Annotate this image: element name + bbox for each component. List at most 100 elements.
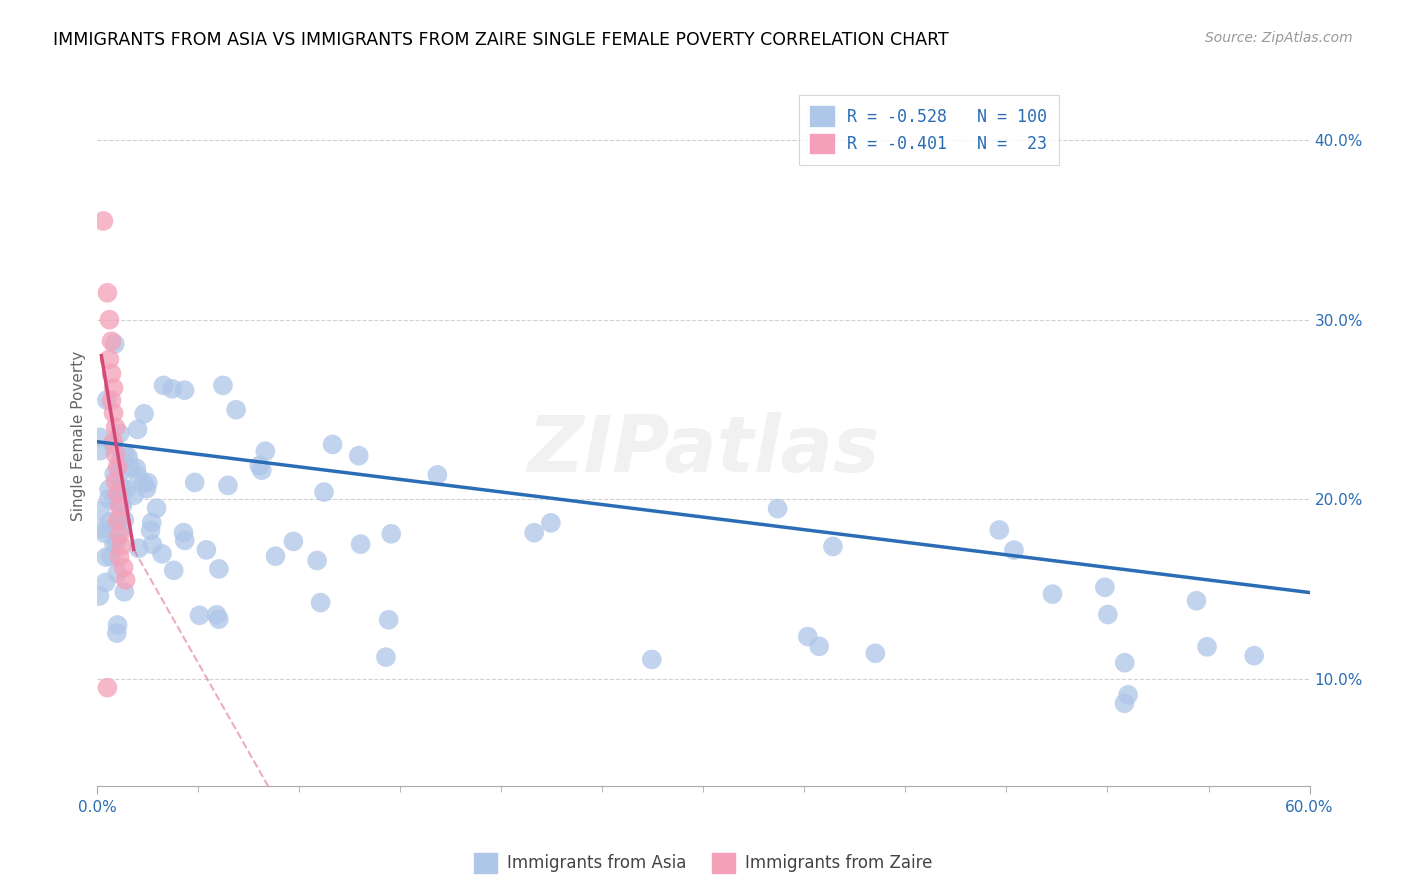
Point [208, 562, 231, 576]
Point [98, 312, 121, 326]
Point [135, 482, 157, 496]
Point [122, 488, 145, 502]
Point [132, 407, 155, 421]
Text: ZIPatlas: ZIPatlas [527, 412, 880, 488]
Point [141, 516, 163, 530]
Point [808, 640, 831, 654]
Point [112, 513, 135, 527]
Point [132, 476, 155, 491]
Point [250, 463, 273, 477]
Point [89, 430, 111, 444]
Point [375, 650, 398, 665]
Point [173, 383, 195, 397]
Y-axis label: Single Female Poverty: Single Female Poverty [72, 351, 86, 522]
Point [100, 393, 122, 408]
Point [107, 513, 129, 527]
Point [91, 522, 114, 536]
Point [1114, 656, 1136, 670]
Point [125, 461, 148, 475]
Point [105, 566, 128, 581]
Point [1002, 543, 1025, 558]
Point [94, 575, 117, 590]
Point [821, 540, 844, 554]
Point [1195, 640, 1218, 654]
Point [307, 553, 329, 567]
Point [217, 478, 239, 492]
Point [426, 467, 449, 482]
Point [89, 443, 111, 458]
Point [89, 589, 111, 603]
Point [136, 475, 159, 490]
Point [105, 626, 128, 640]
Point [1042, 587, 1064, 601]
Point [347, 449, 370, 463]
Point [108, 426, 131, 441]
Point [103, 536, 125, 550]
Point [98, 515, 121, 529]
Point [108, 467, 131, 481]
Point [283, 534, 305, 549]
Point [103, 438, 125, 452]
Point [127, 469, 149, 483]
Point [173, 533, 195, 548]
Point [110, 454, 132, 468]
Point [247, 458, 270, 473]
Point [797, 630, 820, 644]
Point [108, 528, 131, 542]
Point [112, 585, 135, 599]
Point [110, 522, 132, 536]
Point [309, 596, 332, 610]
Point [107, 514, 129, 528]
Point [108, 500, 131, 514]
Point [212, 378, 235, 392]
Point [98, 352, 121, 367]
Point [1185, 593, 1208, 607]
Point [108, 498, 131, 512]
Point [322, 437, 344, 451]
Point [117, 450, 139, 464]
Point [127, 422, 149, 436]
Point [107, 459, 129, 474]
Point [173, 525, 195, 540]
Point [96, 681, 118, 695]
Point [160, 382, 183, 396]
Point [114, 573, 136, 587]
Point [766, 501, 789, 516]
Legend: R = -0.528   N = 100, R = -0.401   N =  23: R = -0.528 N = 100, R = -0.401 N = 23 [799, 95, 1059, 165]
Point [94, 550, 117, 565]
Point [1114, 696, 1136, 710]
Point [97, 491, 120, 506]
Point [188, 608, 211, 623]
Point [540, 516, 562, 530]
Point [104, 420, 127, 434]
Point [96, 285, 118, 300]
Point [100, 367, 122, 381]
Point [103, 434, 125, 449]
Point [1097, 607, 1119, 622]
Point [103, 406, 125, 420]
Point [349, 537, 371, 551]
Point [111, 480, 134, 494]
Point [523, 525, 546, 540]
Point [100, 549, 122, 564]
Point [195, 542, 218, 557]
Point [380, 526, 402, 541]
Point [163, 563, 186, 577]
Point [93, 214, 115, 228]
Point [89, 503, 111, 517]
Point [1094, 580, 1116, 594]
Legend: Immigrants from Asia, Immigrants from Zaire: Immigrants from Asia, Immigrants from Za… [467, 847, 939, 880]
Point [110, 539, 132, 553]
Point [150, 547, 173, 561]
Point [96, 392, 118, 407]
Point [1243, 648, 1265, 663]
Point [103, 381, 125, 395]
Point [105, 534, 128, 549]
Point [107, 487, 129, 501]
Point [103, 491, 125, 505]
Point [183, 475, 205, 490]
Point [104, 475, 127, 489]
Point [103, 467, 125, 481]
Point [111, 498, 134, 512]
Point [641, 652, 664, 666]
